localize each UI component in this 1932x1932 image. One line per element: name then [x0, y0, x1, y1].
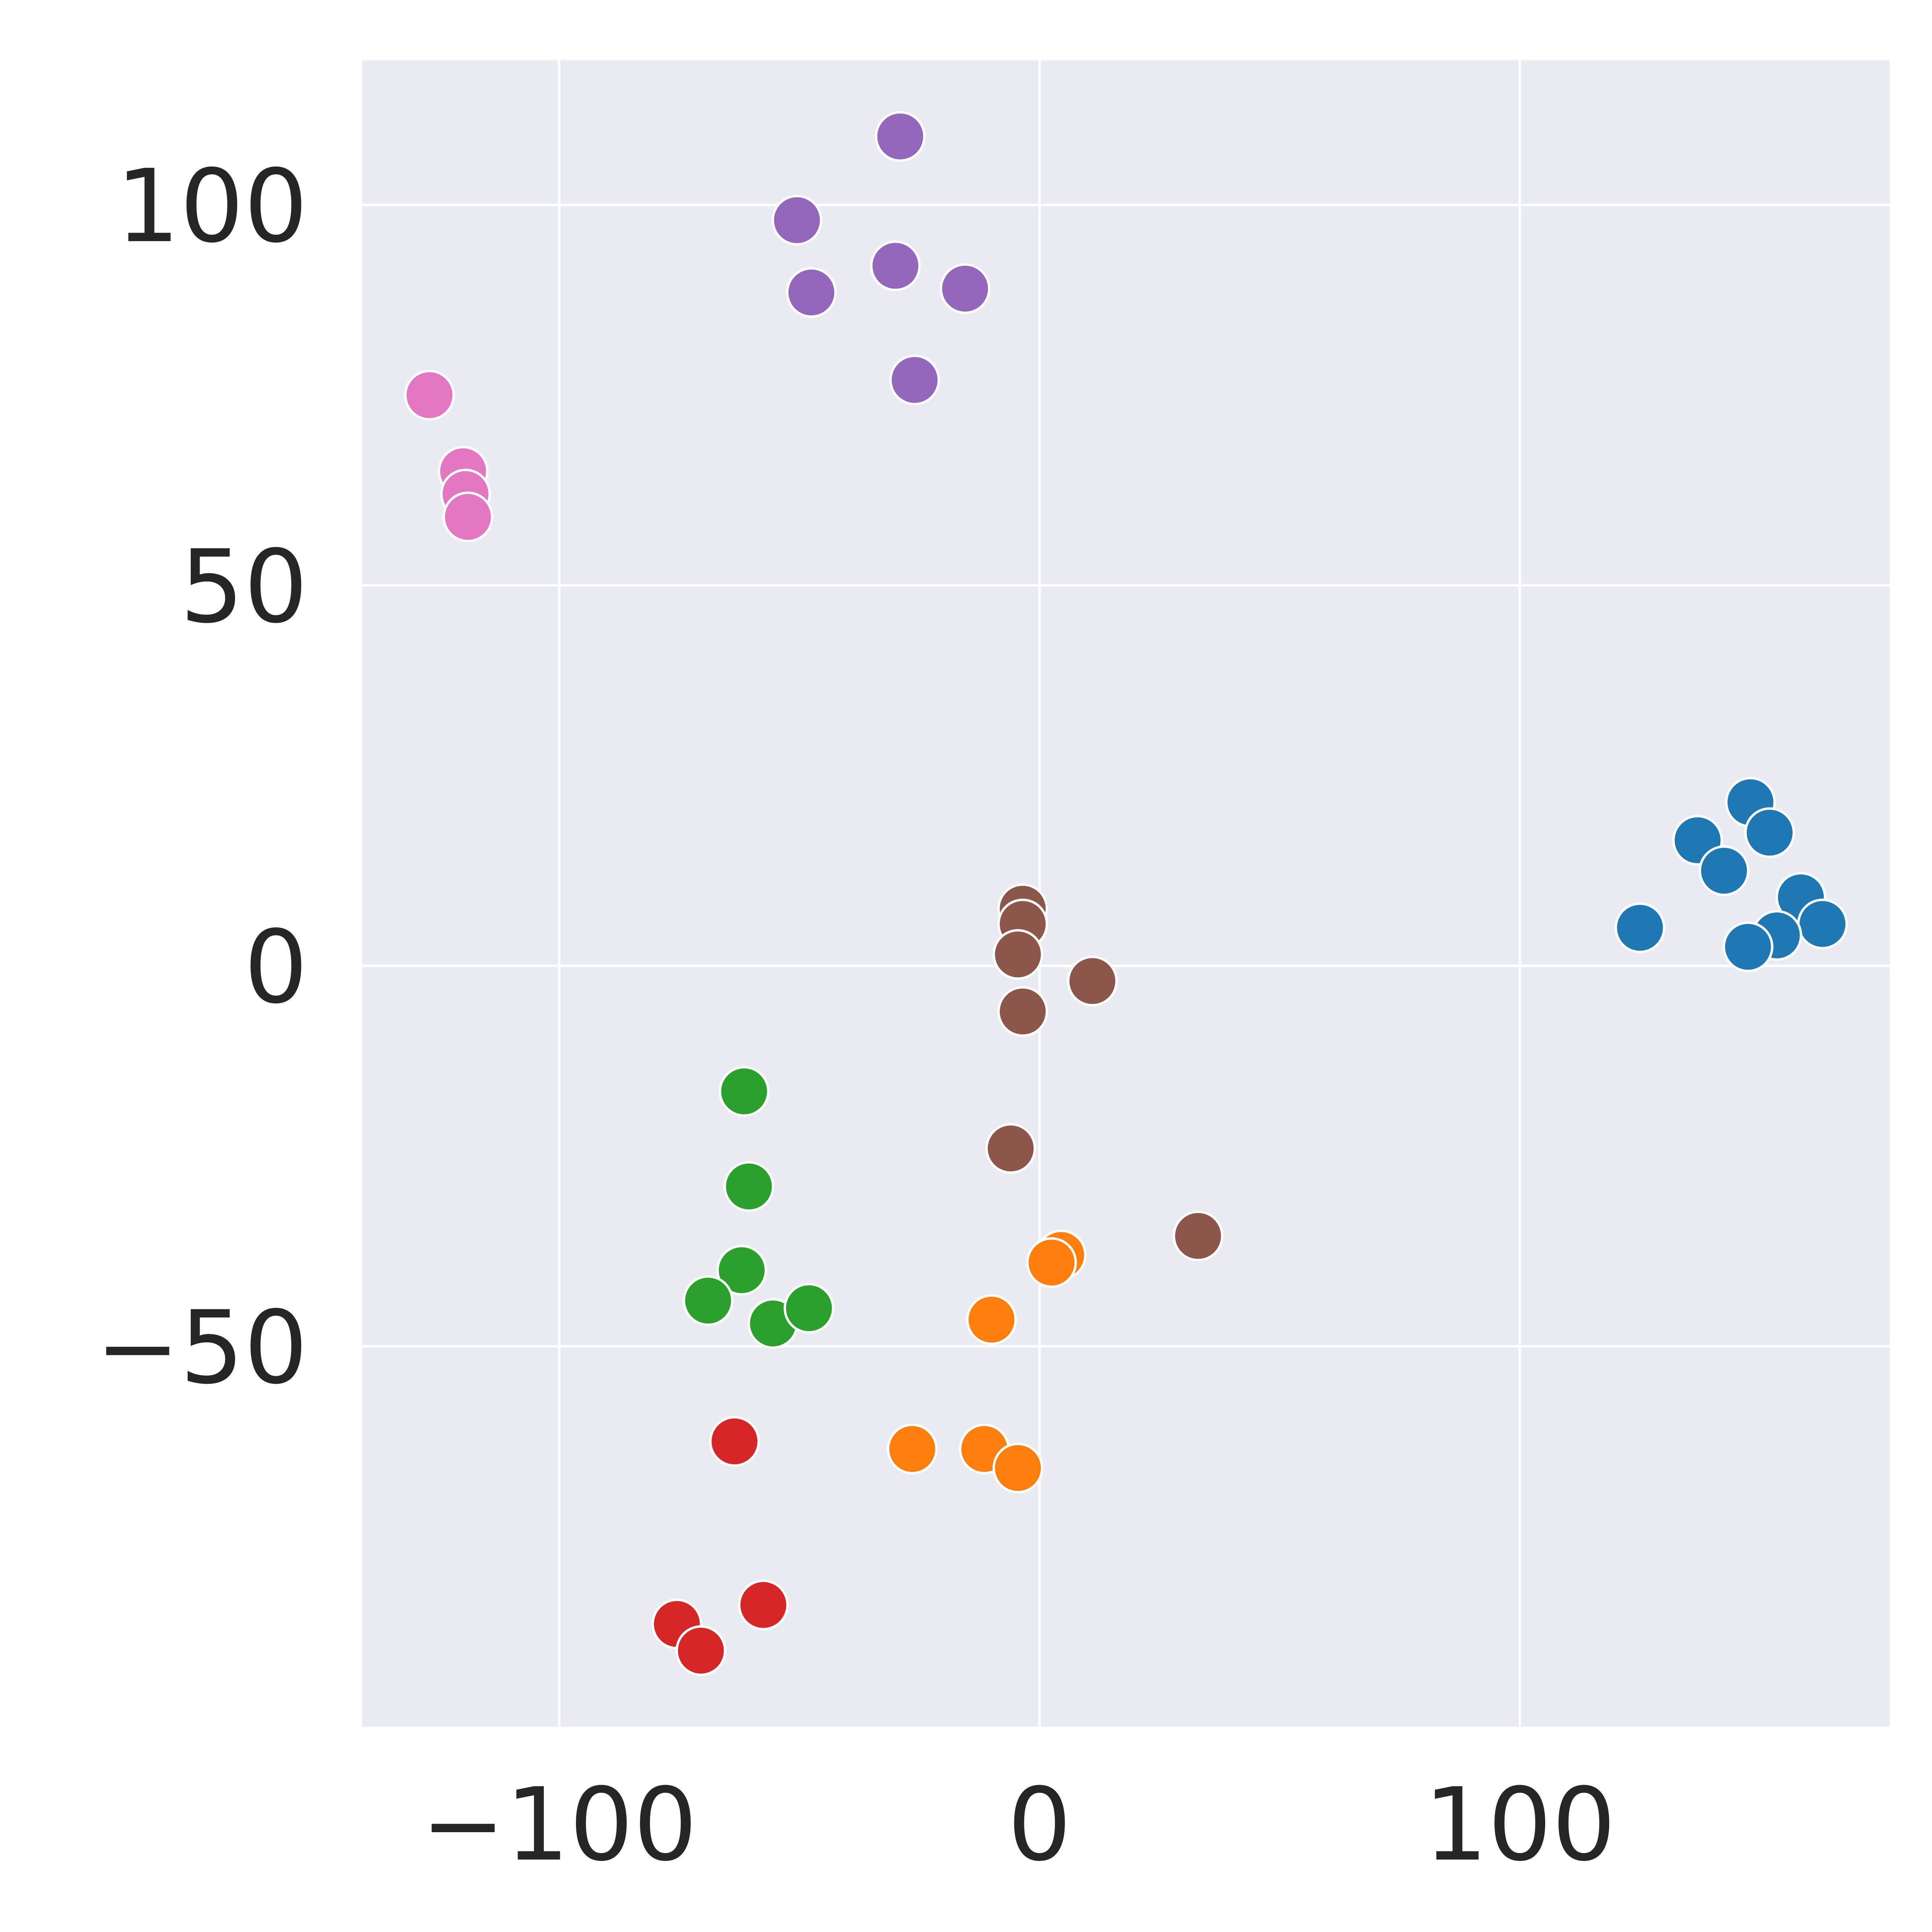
- scatter-point: [1067, 956, 1118, 1007]
- scatter-point: [870, 240, 921, 291]
- series-5: [985, 883, 1224, 1261]
- scatter-point: [1614, 902, 1666, 954]
- scatter-point: [1172, 1210, 1224, 1261]
- scatter-point: [1722, 921, 1773, 972]
- x-tick-labels: −100 0 100: [421, 1766, 1616, 1883]
- scatter-point: [966, 1294, 1017, 1345]
- y-tick-label: 100: [116, 148, 308, 265]
- plot-background: [362, 60, 1890, 1727]
- series-2: [683, 1066, 834, 1349]
- series-3: [651, 1416, 789, 1676]
- scatter-point: [997, 986, 1048, 1037]
- scatter-point: [683, 1275, 734, 1326]
- scatter-point: [939, 263, 991, 314]
- x-tick-label: −100: [421, 1766, 698, 1883]
- y-tick-labels: −50 0 50 100: [95, 148, 308, 1406]
- scatter-point: [875, 111, 926, 162]
- series-0: [1614, 777, 1848, 972]
- scatter-point: [985, 1123, 1036, 1174]
- x-tick-label: 100: [1424, 1766, 1616, 1883]
- series-4: [772, 111, 991, 405]
- scatter-point: [1026, 1237, 1077, 1288]
- scatter-point: [738, 1579, 789, 1631]
- scatter-point: [1744, 807, 1795, 858]
- scatter-point: [1797, 898, 1848, 949]
- scatter-point: [675, 1625, 727, 1676]
- x-tick-label: 0: [1007, 1766, 1071, 1883]
- scatter-point: [716, 1245, 767, 1296]
- scatter-point: [723, 1161, 774, 1212]
- series-1: [887, 1229, 1087, 1494]
- grid: [362, 60, 1890, 1727]
- y-tick-label: −50: [95, 1289, 308, 1406]
- scatter-point: [889, 354, 940, 405]
- scatter-point: [718, 1066, 770, 1117]
- scatter-point: [786, 267, 837, 318]
- points: [404, 111, 1848, 1676]
- y-tick-label: 0: [244, 909, 308, 1026]
- scatter-point: [709, 1416, 760, 1467]
- scatter-point: [887, 1424, 938, 1474]
- scatter-point: [783, 1283, 834, 1334]
- scatter-point: [772, 194, 823, 246]
- scatter-point: [992, 929, 1043, 980]
- scatter-point: [992, 1443, 1043, 1494]
- scatter-point: [442, 491, 493, 543]
- y-tick-label: 50: [180, 528, 308, 645]
- scatter-point: [404, 369, 455, 421]
- series-6: [404, 369, 493, 543]
- scatter-point: [1699, 845, 1750, 896]
